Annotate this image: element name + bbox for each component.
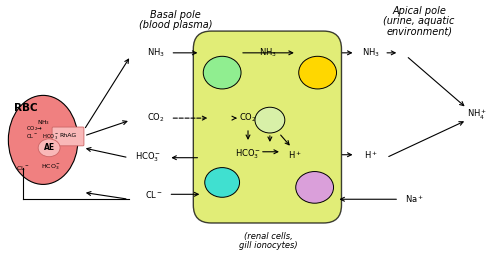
Text: HCO$_3^-$: HCO$_3^-$ <box>235 148 261 161</box>
Ellipse shape <box>255 107 285 133</box>
Text: (blood plasma): (blood plasma) <box>138 20 212 30</box>
Text: environment): environment) <box>386 26 452 36</box>
Text: AE: AE <box>216 178 228 187</box>
Ellipse shape <box>38 139 60 157</box>
Ellipse shape <box>298 56 337 89</box>
Text: (urine, aquatic: (urine, aquatic <box>384 16 454 26</box>
Ellipse shape <box>205 168 240 197</box>
Text: Na$^+$: Na$^+$ <box>404 193 423 205</box>
Text: CO$_2$→: CO$_2$→ <box>26 125 43 133</box>
Ellipse shape <box>8 95 78 184</box>
Ellipse shape <box>296 172 334 203</box>
Text: NH$_3$: NH$_3$ <box>362 47 380 59</box>
Text: RhBG: RhBG <box>210 68 234 77</box>
Text: NH$_3$: NH$_3$ <box>259 47 277 59</box>
Text: (renal cells,: (renal cells, <box>244 232 292 241</box>
Text: NH$_4^+$: NH$_4^+$ <box>467 108 486 122</box>
FancyBboxPatch shape <box>194 31 342 223</box>
Text: CL$^-$   HCO$_3^-$: CL$^-$ HCO$_3^-$ <box>26 132 60 142</box>
Text: RhCG: RhCG <box>306 68 329 77</box>
Text: CL$^-$: CL$^-$ <box>144 189 162 200</box>
Text: RBC: RBC <box>14 103 38 113</box>
Text: H$^+$
ATPse: H$^+$ ATPse <box>304 177 325 194</box>
FancyBboxPatch shape <box>52 127 84 146</box>
Text: H$^+$: H$^+$ <box>288 149 302 161</box>
Text: CO$_2$: CO$_2$ <box>146 112 164 124</box>
Text: HCO$_3^-$: HCO$_3^-$ <box>136 151 162 165</box>
Text: NH$_3$: NH$_3$ <box>146 47 164 59</box>
Ellipse shape <box>204 56 241 89</box>
Text: H$^+$: H$^+$ <box>364 149 378 161</box>
Text: NH$_3$: NH$_3$ <box>36 118 50 127</box>
Text: gill ionocytes): gill ionocytes) <box>238 241 297 250</box>
Text: CO$_2$: CO$_2$ <box>239 112 257 124</box>
Text: HCO$_3^-$: HCO$_3^-$ <box>41 163 61 172</box>
Text: CA2: CA2 <box>263 117 277 123</box>
Text: CL$^-$: CL$^-$ <box>16 164 30 172</box>
Text: AE: AE <box>44 143 54 152</box>
Text: Basal pole: Basal pole <box>150 10 201 20</box>
Text: RhAG: RhAG <box>60 133 76 138</box>
Text: Apical pole: Apical pole <box>392 6 446 16</box>
